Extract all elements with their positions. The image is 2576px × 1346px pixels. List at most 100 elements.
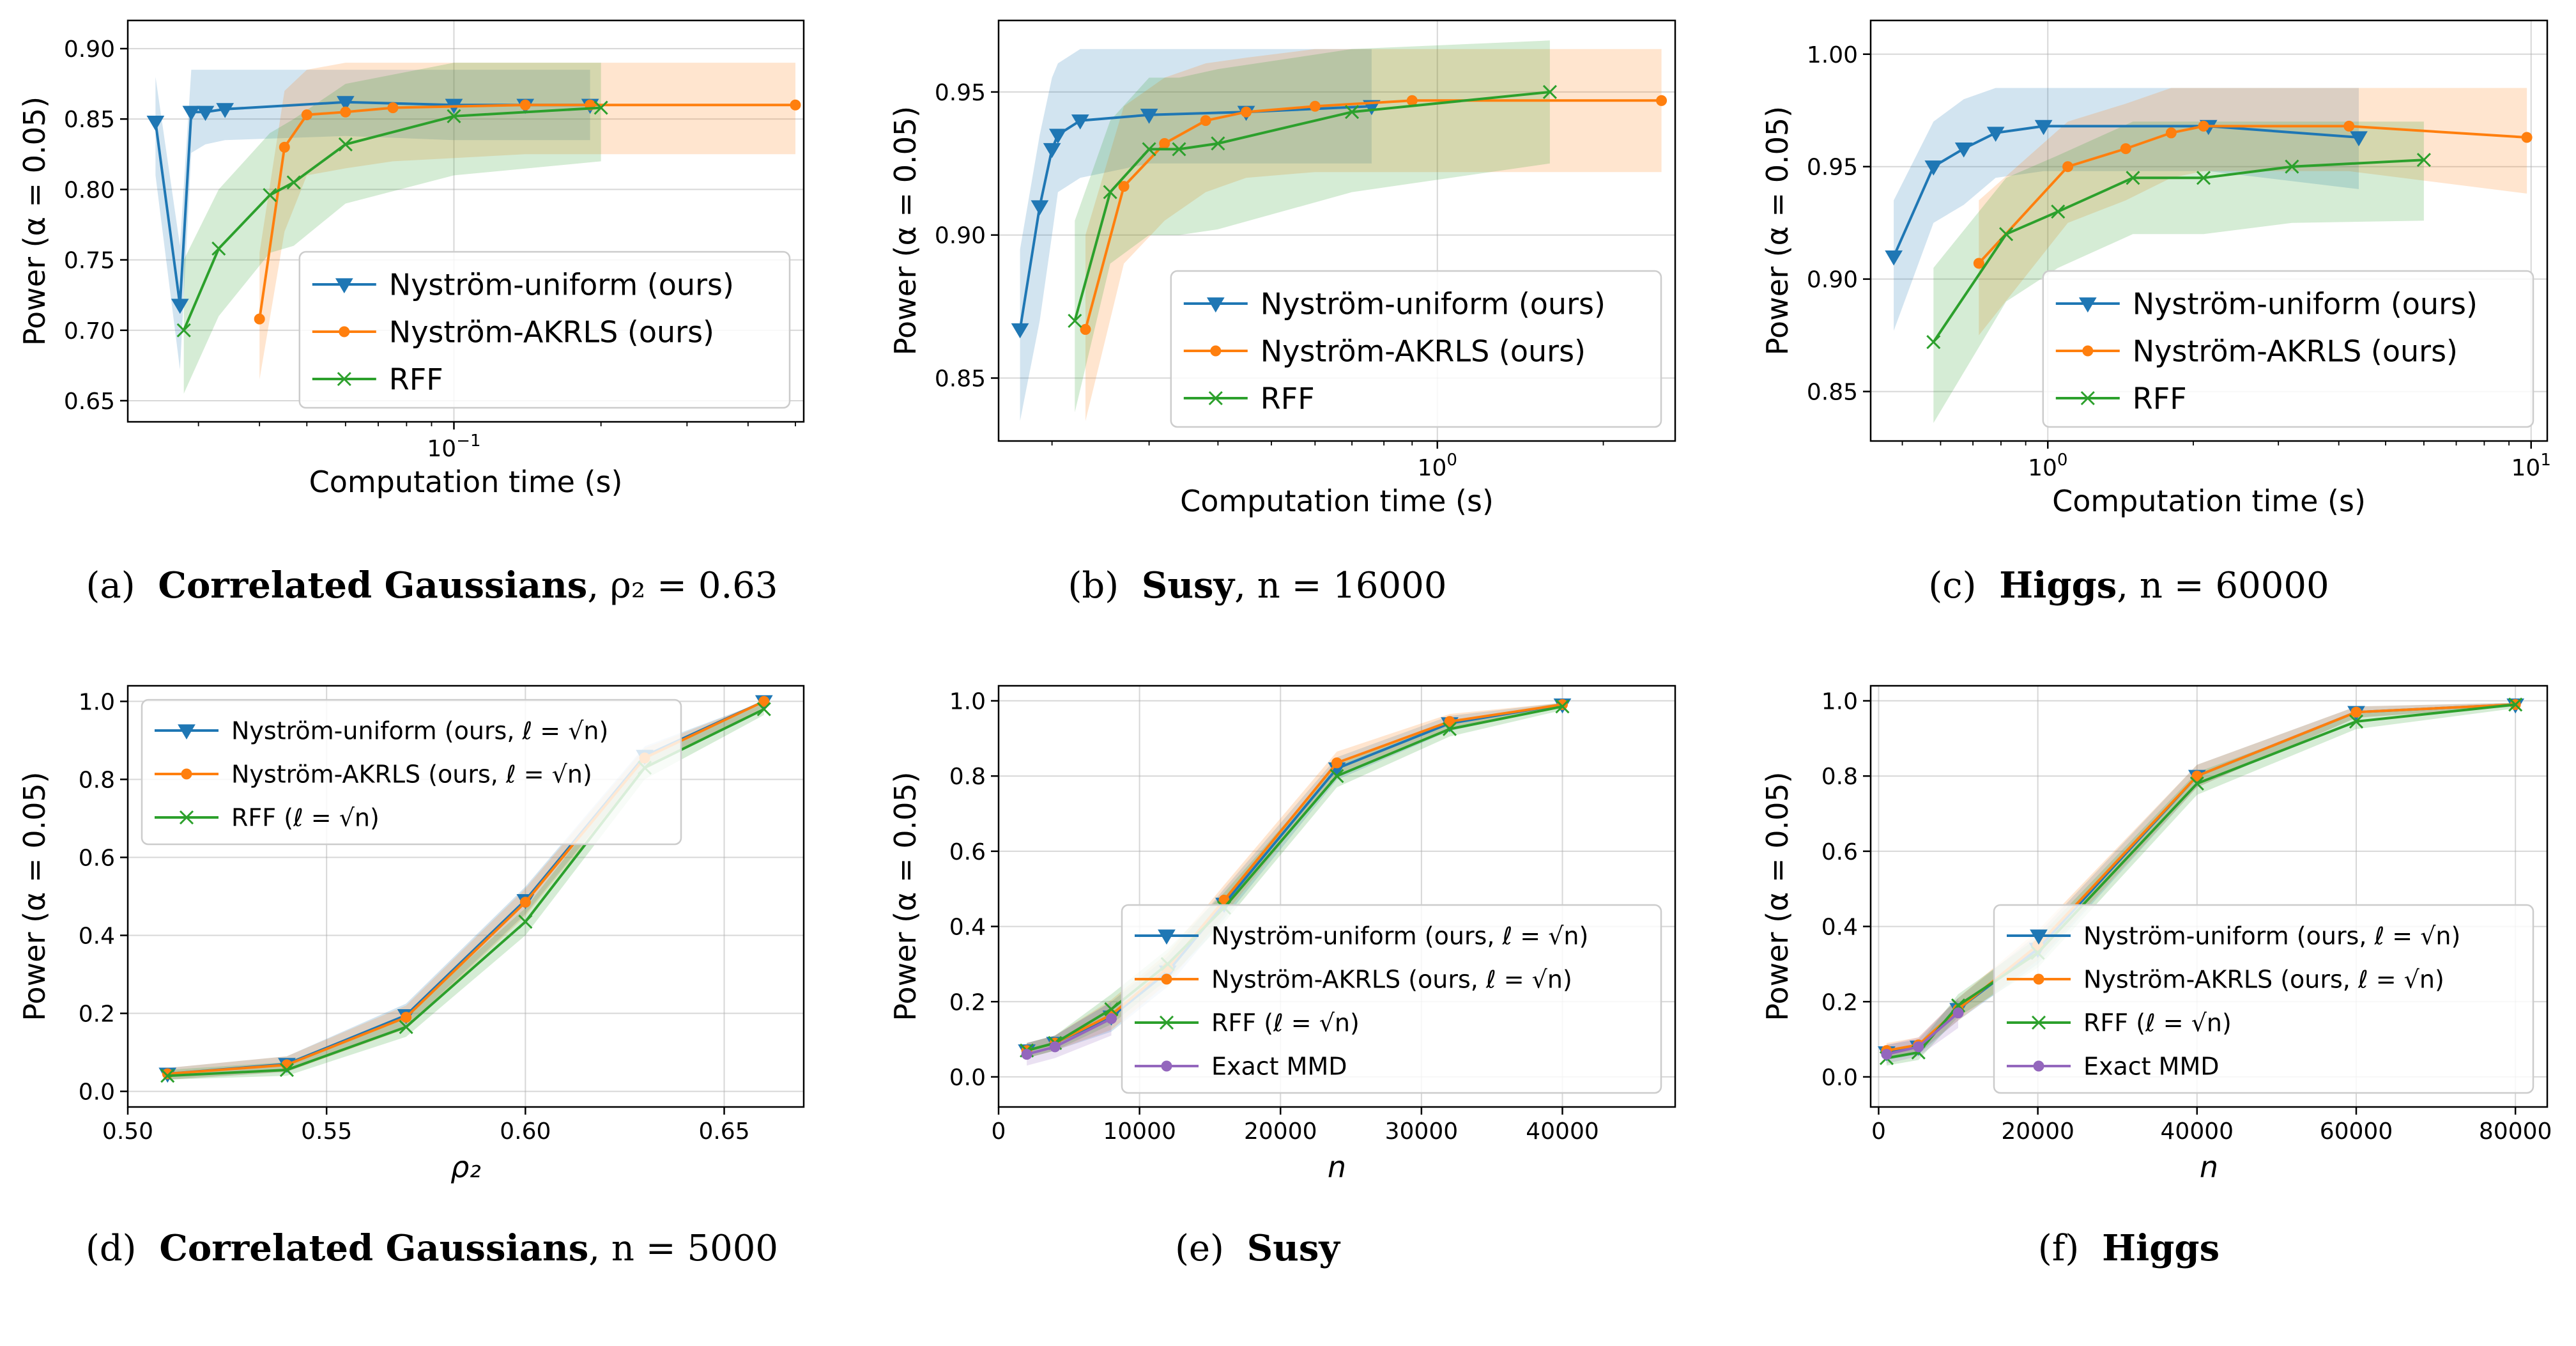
data-point-s1	[1011, 323, 1029, 339]
data-point-s1	[182, 105, 201, 121]
legend-marker	[1208, 391, 1223, 406]
x-tick-label: 100	[1418, 451, 1457, 481]
y-tick-label: 0.2	[949, 989, 986, 1016]
data-point-s2	[1656, 95, 1667, 106]
legend-entry: Nyström-uniform (ours)	[1261, 287, 1606, 321]
data-point-s3	[447, 109, 461, 123]
data-point-s4	[1913, 1041, 1924, 1053]
data-point-s3	[1142, 142, 1156, 157]
legend-marker	[1158, 929, 1176, 945]
legend-marker	[2080, 391, 2095, 406]
data-point-s3	[1211, 136, 1225, 151]
y-tick-label: 0.90	[64, 36, 115, 63]
data-point-s3	[2189, 776, 2204, 791]
legend-marker	[339, 326, 350, 337]
data-point-s2	[1973, 258, 1984, 269]
chart-panel-a: 0.65 0.70 0.75 0.80 0.85 0.90 10−1Computation …	[17, 19, 805, 607]
data-point-s2	[2120, 143, 2131, 155]
y-tick-label: 1.0	[949, 689, 986, 715]
chart-panel-f: 0.0 0.2 0.4 0.6 0.8 1.0 0 20000 40000 60000 80000 n…	[1760, 685, 2552, 1269]
data-point-s2	[2165, 127, 2177, 139]
band-3	[1933, 121, 2424, 423]
data-point-s2	[2521, 132, 2533, 143]
data-point-s2	[1241, 106, 1252, 118]
y-tick-label: 0.75	[64, 248, 115, 274]
axes-frame	[126, 685, 805, 1108]
data-point-s3	[2051, 205, 2066, 219]
series-line-2	[258, 104, 795, 320]
data-point-s1	[2034, 120, 2053, 135]
caption: (a) Correlated Gaussians, ρ₂ = 0.63	[86, 564, 778, 607]
data-point-s4	[1021, 1049, 1032, 1060]
legend-marker	[1161, 973, 1172, 985]
data-point-s2	[162, 1068, 173, 1079]
y-tick-label: 0.0	[79, 1079, 115, 1106]
data-point-s3	[338, 137, 353, 151]
x-axis-label: Computation time (s)	[2052, 484, 2366, 518]
data-point-s1	[1885, 250, 1903, 266]
data-point-s2	[2343, 120, 2355, 132]
caption-letter: (f)	[2038, 1228, 2090, 1269]
data-point-s3	[2285, 159, 2299, 174]
y-tick-label: 0.4	[949, 915, 986, 941]
series-line-1	[1018, 105, 1372, 330]
x-tick-label: 0.60	[500, 1118, 551, 1145]
x-tick-label: 40000	[1526, 1118, 1599, 1145]
data-point-s3	[1345, 105, 1360, 120]
data-point-s3	[1172, 142, 1186, 157]
x-tick-label: 40000	[2161, 1118, 2234, 1145]
caption-detail: , n = 60000	[2117, 565, 2329, 607]
data-point-s2	[387, 102, 399, 114]
legend-marker	[335, 278, 353, 293]
data-point-s3	[756, 702, 771, 716]
legend-marker	[2030, 929, 2048, 945]
legend-entry: Nyström-uniform (ours)	[389, 268, 734, 302]
y-tick-label: 0.90	[935, 223, 986, 249]
x-tick-label: 20000	[2001, 1118, 2074, 1145]
legend: Nyström-uniform (ours) Nyström-AKRLS (our…	[1170, 270, 1662, 428]
y-axis-label: Power (α = 0.05)	[888, 106, 923, 355]
legend-entry: Nyström-uniform (ours, ℓ = √n)	[2083, 922, 2460, 950]
band-1	[1020, 49, 1372, 421]
chart-panel-e: 0.0 0.2 0.4 0.6 0.8 1.0 0 10000 20000 30000 40000 n…	[888, 685, 1676, 1269]
data-point-s3	[1442, 722, 1457, 736]
data-point-s3	[1103, 185, 1117, 199]
x-axis-label: n	[1328, 1150, 1346, 1184]
caption: (c) Higgs, n = 60000	[1928, 564, 2329, 607]
y-tick-label: 0.6	[79, 845, 115, 871]
caption-title: Correlated Gaussians	[159, 1227, 588, 1269]
y-tick-label: 1.00	[1807, 42, 1858, 68]
data-point-s2	[2062, 161, 2074, 173]
data-point-s3	[2349, 714, 2364, 729]
data-point-s2	[1444, 716, 1455, 727]
y-tick-label: 0.65	[64, 389, 115, 415]
data-point-s1	[146, 116, 165, 131]
x-tick-label: 0.65	[698, 1118, 749, 1145]
data-point-s2	[254, 313, 265, 325]
x-tick-label: 10−1	[427, 431, 480, 462]
y-tick-label: 0.90	[1807, 267, 1858, 293]
chart-panel-d: 0.0 0.2 0.4 0.6 0.8 1.0 0.50 0.55 0.60 0.65 ρ₂ Powe…	[17, 685, 805, 1269]
data-point-s3	[518, 915, 533, 929]
legend-box	[141, 699, 682, 846]
legend-entry: Nyström-AKRLS (ours)	[389, 315, 714, 350]
caption-title: Higgs	[2102, 1227, 2220, 1269]
data-point-s2	[2191, 770, 2203, 782]
data-point-s2	[279, 141, 290, 153]
y-tick-label: 0.85	[1807, 380, 1858, 406]
legend-entry: Exact MMD	[1211, 1053, 1347, 1081]
legend-marker	[179, 810, 194, 825]
y-tick-label: 0.0	[949, 1065, 986, 1091]
data-point-s1	[216, 103, 234, 118]
legend: Nyström-uniform (ours, ℓ = √n) Nyström-AK…	[141, 699, 682, 846]
x-tick-label: 0	[1871, 1118, 1886, 1145]
data-point-s3	[1330, 769, 1344, 784]
y-axis-label: Power (α = 0.05)	[17, 97, 52, 346]
caption: (e) Susy	[1175, 1227, 1340, 1269]
data-point-s2	[2198, 120, 2209, 132]
data-point-s4	[1881, 1049, 1892, 1060]
legend-entry: Nyström-AKRLS (ours, ℓ = √n)	[2083, 966, 2444, 994]
y-axis-label: Power (α = 0.05)	[888, 771, 923, 1021]
